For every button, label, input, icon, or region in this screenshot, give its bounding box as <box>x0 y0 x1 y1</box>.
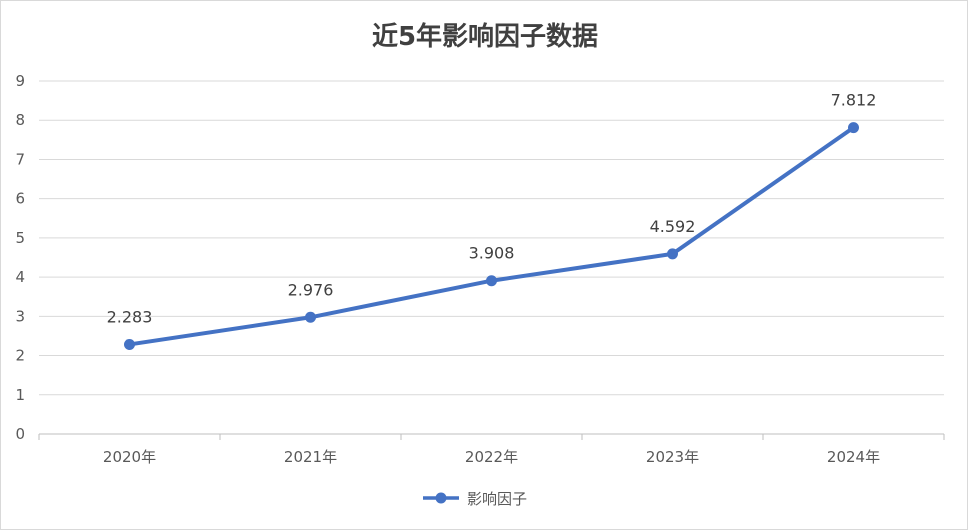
y-tick-label: 3 <box>15 307 25 325</box>
data-point <box>848 122 859 134</box>
data-point <box>486 275 497 287</box>
x-tick-label: 2021年 <box>284 448 337 466</box>
y-tick-label: 2 <box>15 347 25 365</box>
y-tick-label: 9 <box>15 72 25 90</box>
gridlines <box>39 80 944 396</box>
x-tick-label: 2024年 <box>827 448 880 466</box>
y-axis: 0 1 2 3 4 5 6 7 8 9 <box>15 72 25 443</box>
data-label: 3.908 <box>469 244 515 263</box>
data-label: 4.592 <box>650 217 696 236</box>
data-point <box>667 248 678 260</box>
y-tick-label: 5 <box>15 229 25 247</box>
data-label: 7.812 <box>831 91 877 110</box>
data-label: 2.976 <box>288 280 334 299</box>
x-axis: 2020年 2021年 2022年 2023年 2024年 <box>38 433 945 466</box>
legend: 影响因子 <box>423 490 527 508</box>
x-tick-label: 2022年 <box>465 448 518 466</box>
x-tick-label: 2023年 <box>646 448 699 466</box>
legend-marker <box>435 492 447 504</box>
chart-title: 近5年影响因子数据 <box>372 21 598 52</box>
y-tick-label: 1 <box>15 386 25 404</box>
data-point <box>305 311 316 323</box>
x-tick-label: 2020年 <box>103 448 156 466</box>
y-tick-label: 6 <box>15 190 25 208</box>
y-tick-label: 8 <box>15 111 25 129</box>
data-label: 2.283 <box>107 307 153 326</box>
y-tick-label: 0 <box>15 425 25 443</box>
series-layer <box>124 122 859 350</box>
data-point <box>124 338 135 350</box>
series-line <box>127 125 856 347</box>
data-labels: 2.283 2.976 3.908 4.592 7.812 <box>107 91 877 327</box>
y-tick-label: 4 <box>15 268 25 286</box>
legend-label: 影响因子 <box>467 490 527 508</box>
y-tick-label: 7 <box>15 150 25 168</box>
